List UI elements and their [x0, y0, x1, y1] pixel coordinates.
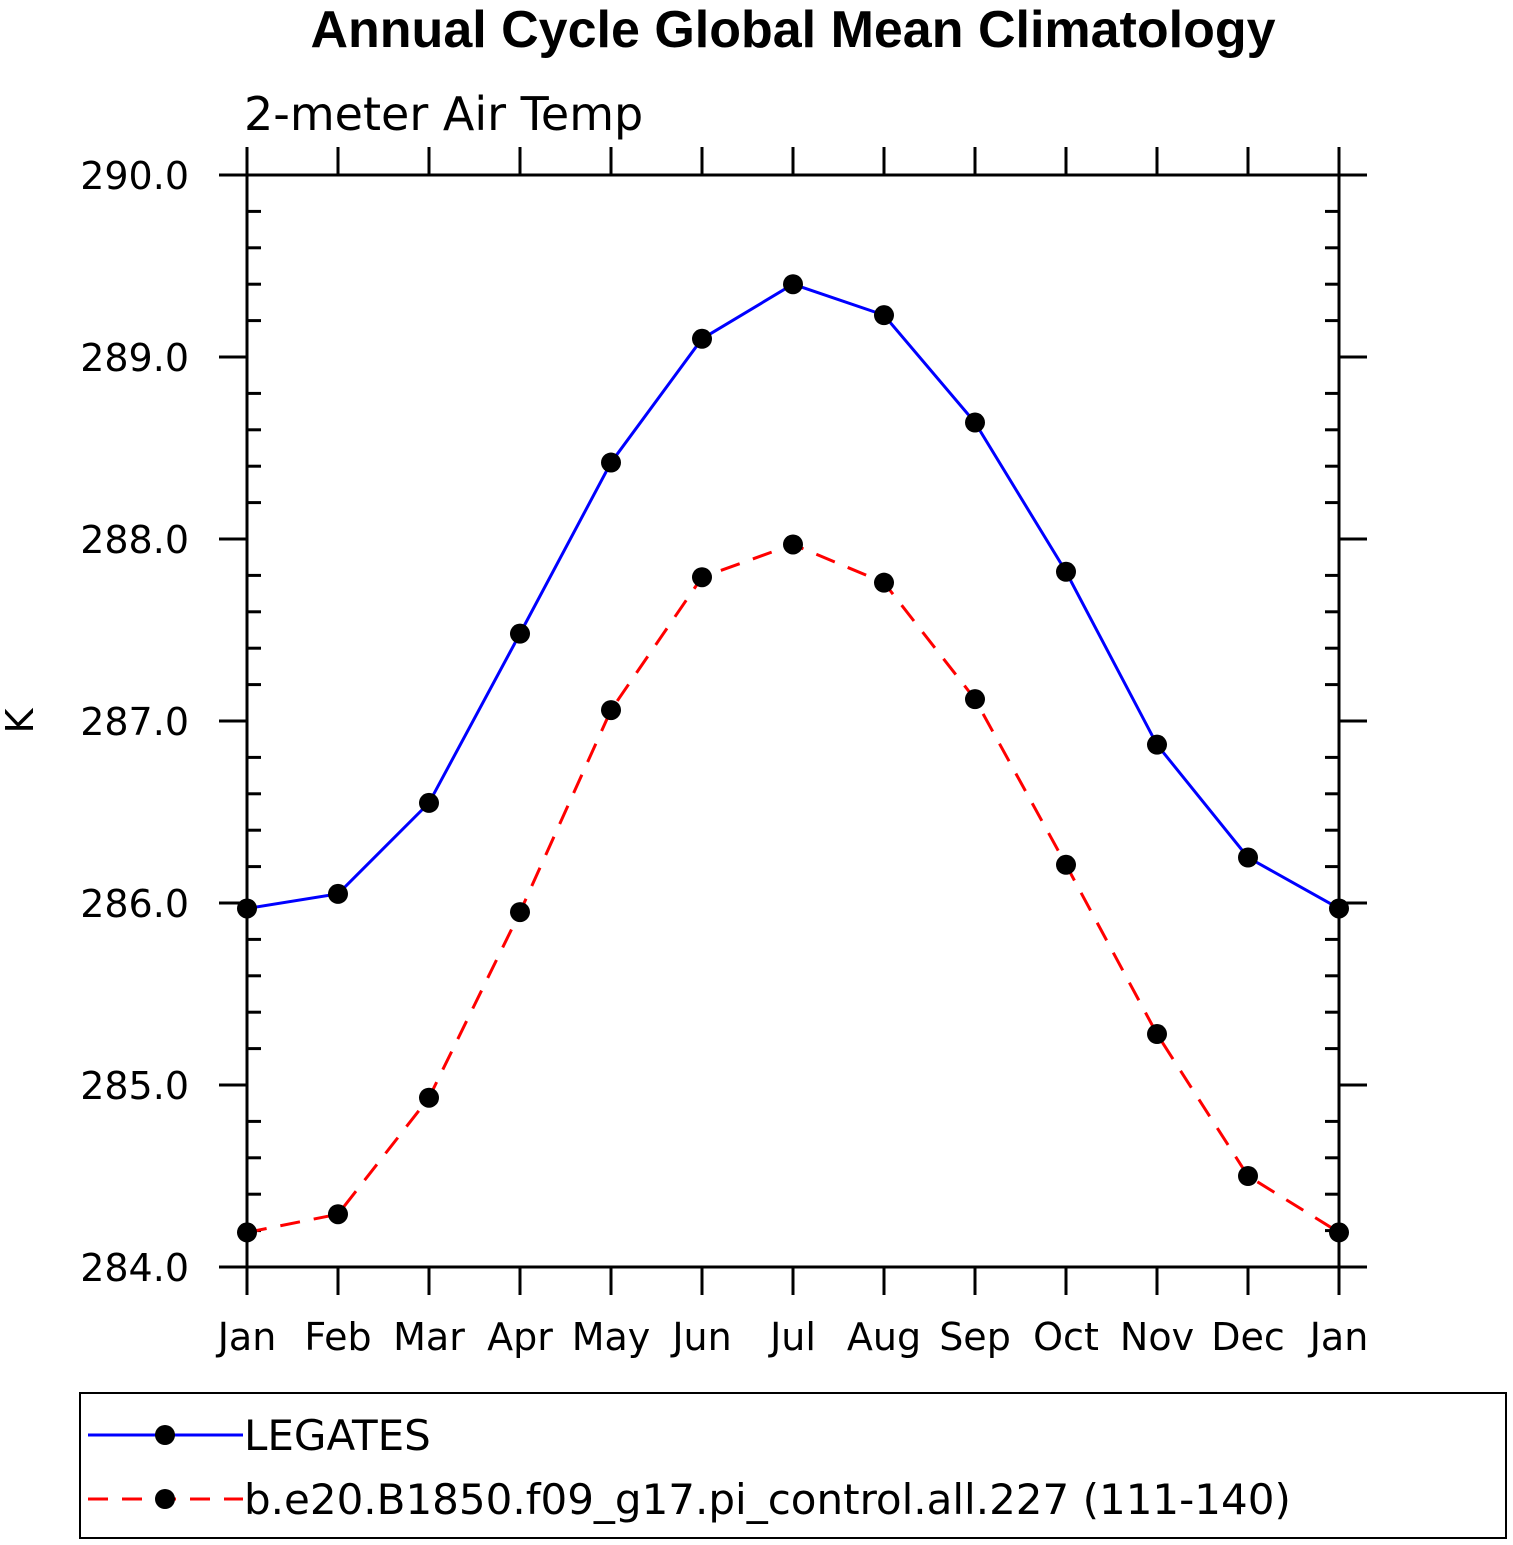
legend: LEGATES b.e20.B1850.f09_g17.pi_control.al…	[79, 1392, 1507, 1539]
series-1-point	[237, 898, 257, 919]
series-2-point	[510, 902, 530, 923]
series-1-point	[1238, 847, 1258, 868]
y-tick-label: 285.0	[80, 1064, 189, 1108]
x-tick-label: Dec	[1211, 1315, 1285, 1359]
x-tick-label: Sep	[939, 1315, 1011, 1359]
legend-label-2: b.e20.B1850.f09_g17.pi_control.all.227 (…	[244, 1475, 1291, 1524]
x-tick-label: Oct	[1033, 1315, 1099, 1359]
series-line-1	[246, 282, 1340, 910]
plot-frame	[245, 173, 1341, 1269]
series-2-point	[1147, 1024, 1167, 1045]
series-2-point	[1329, 1222, 1349, 1243]
x-tick-label: Mar	[393, 1315, 465, 1359]
axes: Jan Feb Mar Apr May Jun Jul Aug Sep Oct Nov Dec Jan 2…	[80, 147, 1368, 1359]
y-tick-label: 286.0	[80, 882, 189, 926]
series-1-point	[419, 792, 439, 813]
x-tick-label: May	[572, 1315, 651, 1359]
series-1-point	[510, 623, 530, 644]
series-layer	[237, 274, 1349, 1243]
y-tick-label: 288.0	[80, 518, 189, 562]
series-2-point	[692, 567, 712, 588]
legend-marker-2	[155, 1489, 175, 1509]
series-1-point	[1329, 898, 1349, 919]
series-1-point	[328, 883, 348, 904]
legend-box	[79, 1392, 1507, 1539]
y-tick-label: 289.0	[80, 336, 189, 380]
series-1-point	[1056, 561, 1076, 582]
y-tick-label: 290.0	[80, 154, 189, 198]
x-tick-label: Nov	[1120, 1315, 1194, 1359]
series-2-point	[1056, 854, 1076, 875]
series-1-point	[783, 274, 803, 295]
series-1-point	[692, 328, 712, 349]
y-axis-label: K	[0, 707, 42, 733]
series-2-point	[783, 534, 803, 555]
series-2-point	[1238, 1166, 1258, 1186]
series-1-point	[874, 305, 894, 326]
x-tick-label: Jan	[1308, 1315, 1369, 1359]
chart-title: Annual Cycle Global Mean Climatology	[310, 1, 1275, 59]
x-tick-label: Apr	[487, 1315, 553, 1359]
legend-label-1: LEGATES	[244, 1411, 431, 1460]
series-line-2	[246, 542, 1340, 1234]
chart-subtitle: 2-meter Air Temp	[244, 87, 643, 141]
x-tick-label: Feb	[304, 1315, 371, 1359]
series-1-point	[601, 452, 621, 473]
series-2-point	[237, 1222, 257, 1243]
series-2-point	[419, 1087, 439, 1108]
legend-marker-1	[155, 1425, 175, 1445]
series-2-point	[965, 689, 985, 710]
x-tick-label: Jan	[216, 1315, 277, 1359]
series-2-point	[328, 1204, 348, 1225]
y-tick-label: 284.0	[80, 1246, 189, 1290]
series-2-point	[601, 700, 621, 721]
series-2-point	[874, 572, 894, 593]
x-tick-label: Aug	[847, 1315, 921, 1359]
series-1-point	[965, 412, 985, 433]
x-tick-label: Jul	[768, 1315, 816, 1359]
series-1-point	[1147, 734, 1167, 755]
y-tick-label: 287.0	[80, 700, 189, 744]
x-tick-label: Jun	[670, 1315, 731, 1359]
